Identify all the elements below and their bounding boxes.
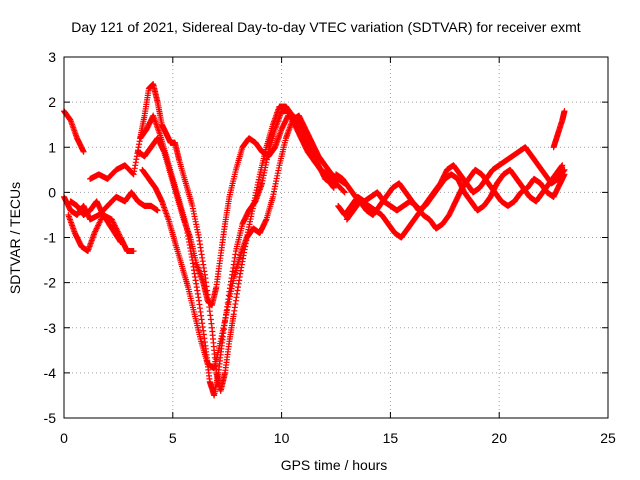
y-tick-label: 2 xyxy=(48,94,56,110)
y-tick-label: 0 xyxy=(48,184,56,200)
data-series xyxy=(343,162,566,223)
x-axis-label: GPS time / hours xyxy=(281,457,388,473)
data-point xyxy=(561,108,568,115)
data-series xyxy=(139,112,348,372)
x-tick-label: 20 xyxy=(491,430,507,446)
data-points xyxy=(61,81,568,399)
data-series xyxy=(67,198,124,246)
x-tick-label: 5 xyxy=(169,430,177,446)
y-tick-label: -2 xyxy=(44,275,57,291)
y-tick-label: -5 xyxy=(44,410,57,426)
y-tick-label: 1 xyxy=(48,139,56,155)
x-tick-label: 25 xyxy=(600,430,616,446)
data-series xyxy=(61,108,87,155)
data-series xyxy=(134,112,337,309)
data-point xyxy=(130,248,137,255)
y-tick-label: -4 xyxy=(44,365,57,381)
y-tick-label: -3 xyxy=(44,320,57,336)
data-point xyxy=(330,184,337,191)
data-point xyxy=(340,188,347,195)
y-tick-label: 3 xyxy=(48,49,56,65)
chart-title: Day 121 of 2021, Sidereal Day-to-day VTE… xyxy=(71,19,580,35)
data-point xyxy=(561,171,568,178)
y-axis-label: SDTVAR / TECUs xyxy=(7,182,23,294)
data-point xyxy=(80,148,87,155)
data-point xyxy=(559,162,566,169)
x-tick-label: 10 xyxy=(274,430,290,446)
axis-ticks: 0 5 10 15 20 25 -5 -4 -3 -2 -1 0 1 2 3 xyxy=(44,49,616,446)
data-series xyxy=(65,211,137,255)
data-series xyxy=(550,108,568,151)
x-tick-label: 15 xyxy=(383,430,399,446)
data-point xyxy=(117,239,124,246)
data-series xyxy=(87,81,342,394)
data-point xyxy=(116,237,123,244)
data-point xyxy=(341,189,348,196)
data-point xyxy=(154,207,161,214)
y-tick-label: -1 xyxy=(44,230,57,246)
x-tick-label: 0 xyxy=(60,430,68,446)
